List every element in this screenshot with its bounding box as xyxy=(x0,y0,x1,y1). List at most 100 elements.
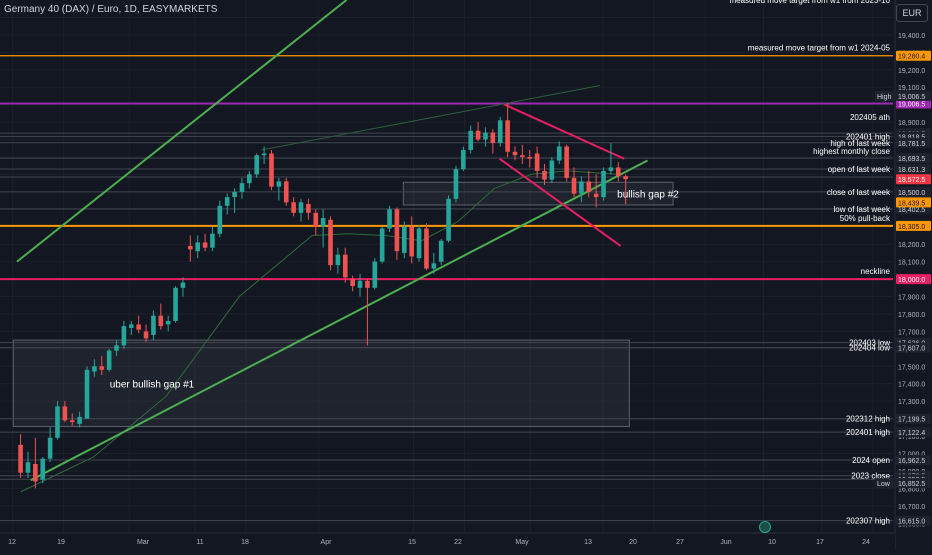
wedge-upper xyxy=(503,103,625,160)
time-tick-label: 13 xyxy=(584,539,592,546)
candle-body xyxy=(247,174,252,184)
time-tick-label: 17 xyxy=(816,539,824,546)
candle-body xyxy=(18,444,23,473)
level-label: open of last week xyxy=(828,165,891,174)
candle-body xyxy=(453,169,459,199)
candle-body xyxy=(84,369,90,419)
candle-body xyxy=(424,228,429,269)
level-label: 202307 high xyxy=(846,517,890,526)
candle-body xyxy=(468,130,474,151)
channel-lower xyxy=(30,159,649,482)
currency-button[interactable]: EUR xyxy=(896,4,928,22)
time-tick-label: May xyxy=(515,539,529,546)
candle-body xyxy=(180,282,186,288)
candle-body xyxy=(593,193,599,198)
candle-body xyxy=(313,212,319,227)
level-label: high of last week xyxy=(830,139,891,148)
price-tick-label: 19,400.0 xyxy=(898,33,925,40)
candle-body xyxy=(143,331,149,339)
candle-body xyxy=(394,209,400,252)
time-tick-label: 20 xyxy=(629,539,637,546)
candle-body xyxy=(534,153,540,171)
high-price-tag xyxy=(896,90,931,101)
candle-body xyxy=(608,167,614,171)
price-tag-label: 18,693.5 xyxy=(898,156,925,163)
price-tag xyxy=(896,427,931,438)
price-tick-label: 17,300.0 xyxy=(898,399,925,406)
time-axis[interactable]: 12 19 Mar 11 18 Apr 15 22 May 13 20 27 Jun 10 17 24 xyxy=(0,532,895,550)
candle-body xyxy=(601,170,606,198)
time-tick-label: 19 xyxy=(57,539,65,546)
candle-body xyxy=(379,228,385,262)
level-label: low of last week xyxy=(834,205,891,214)
price-tag xyxy=(896,153,931,164)
price-tick-label: 18,900.0 xyxy=(898,120,925,127)
time-tick-label: 27 xyxy=(676,539,684,546)
level-label: measured move target from w1 2024-05 xyxy=(748,44,891,53)
price-tick-label: 17,700.0 xyxy=(898,329,925,336)
candle-body xyxy=(195,242,200,252)
level-labels: measured move target from w1 2024-05 50% … xyxy=(110,0,891,526)
candle-body xyxy=(210,233,215,248)
current-price-tag-value: 18,439.5 xyxy=(898,200,925,207)
candle-body xyxy=(254,155,260,175)
price-tag-label: 16,615.0 xyxy=(898,519,925,526)
candle-body xyxy=(342,254,348,278)
price-tag xyxy=(896,50,931,61)
candle-body xyxy=(586,181,592,192)
candle-body xyxy=(276,181,282,187)
candle-body xyxy=(416,228,422,259)
candle-body xyxy=(556,146,562,161)
candle-body xyxy=(461,150,466,170)
price-axis[interactable]: 16,600.016,700.016,800.016,900.017,000.0… xyxy=(875,0,932,550)
candle-body xyxy=(283,181,289,203)
candle-body xyxy=(490,132,496,144)
level-label: 202404 low xyxy=(849,344,890,353)
price-tag-label: 19,280.4 xyxy=(898,54,925,61)
price-tag xyxy=(896,220,931,231)
candle-body xyxy=(25,462,31,473)
uber-bullish-gap-1 xyxy=(12,339,630,427)
annotation-label: highest monthly close xyxy=(813,147,890,156)
candle-body xyxy=(320,218,326,227)
price-tag-label: 18,402.5 xyxy=(898,207,925,214)
price-tag xyxy=(896,274,931,285)
candle-body xyxy=(40,458,46,480)
candle-body xyxy=(438,240,444,262)
candle-body xyxy=(121,326,127,346)
candle-body xyxy=(402,226,407,253)
price-tick-label: 18,100.0 xyxy=(898,260,925,267)
price-tag-label: 17,122.4 xyxy=(898,430,925,437)
low-price-tag xyxy=(896,478,931,489)
candle-body xyxy=(520,155,525,157)
moving-average-line xyxy=(20,170,619,493)
candle-body xyxy=(224,197,230,206)
candle-body xyxy=(306,204,311,213)
price-tag-label: 18,781.5 xyxy=(898,141,925,148)
go-to-realtime-button[interactable] xyxy=(759,521,771,533)
high-price-tag-value: 19,006.5 xyxy=(898,94,925,101)
candle-body xyxy=(350,279,355,287)
candle-body xyxy=(446,198,451,241)
grid xyxy=(0,0,924,532)
price-tag-label: 16,962.5 xyxy=(898,458,925,465)
high-price-tag-label-box xyxy=(875,90,894,101)
time-axis-background xyxy=(0,533,895,550)
current-price-tag xyxy=(896,197,931,208)
candle-body xyxy=(623,176,628,180)
level-label: 202312 high xyxy=(846,415,890,424)
price-tag xyxy=(896,163,931,174)
symbol-title[interactable]: Germany 40 (DAX) / Euro, 1D, EASYMARKETS xyxy=(4,4,218,15)
time-tick-label: 10 xyxy=(768,539,776,546)
candle-body xyxy=(128,324,134,328)
price-tick-label: 19,200.0 xyxy=(898,68,925,75)
candle-body xyxy=(69,420,75,423)
bullish-gap-2-label: bullish gap #2 xyxy=(617,190,679,201)
level-label: neckline xyxy=(861,267,891,276)
candle-body xyxy=(158,315,164,327)
candle-body xyxy=(357,280,363,288)
level-label: close of last week xyxy=(827,188,891,197)
candle-body xyxy=(202,242,208,248)
